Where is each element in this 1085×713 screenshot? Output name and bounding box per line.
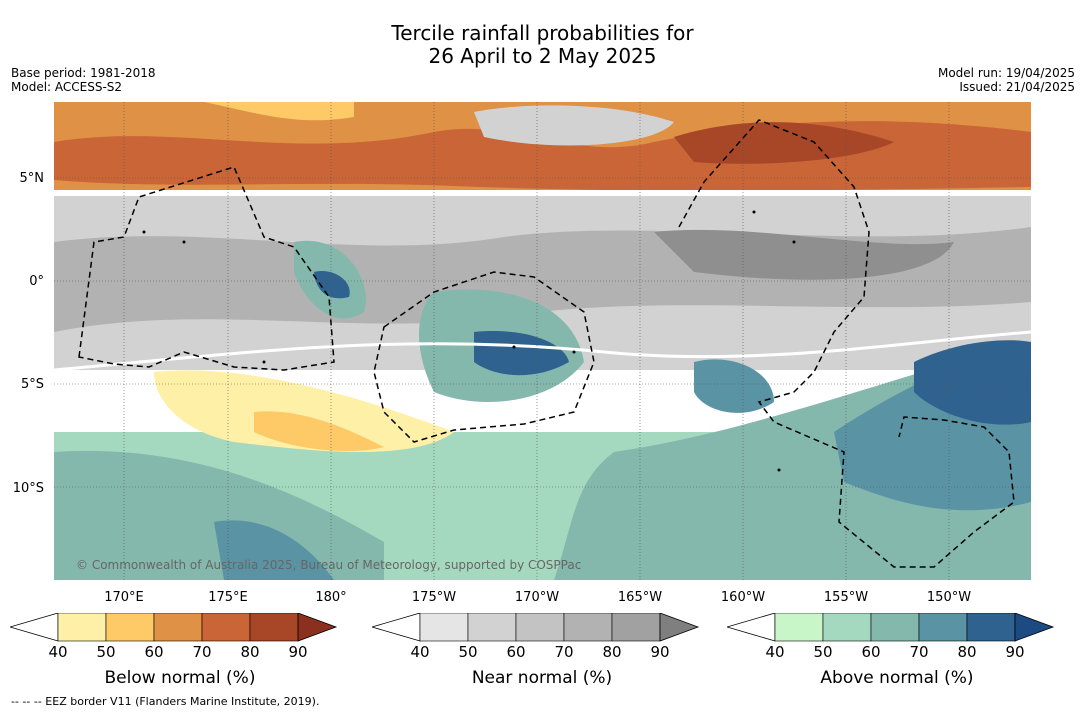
- lon-label-170e: 170°E: [104, 590, 144, 605]
- colorbar-above-label: Above normal (%): [820, 668, 974, 688]
- colorbar-segment: [105, 613, 155, 642]
- lon-label-160w: 160°W: [720, 590, 766, 605]
- model-name: Model: ACCESS-S2: [11, 80, 123, 94]
- colorbar-max-triangle: [1014, 613, 1055, 642]
- colorbar-tick-label: 90: [288, 643, 308, 661]
- central-wet-core-west: [314, 271, 350, 299]
- colorbar-tick-label: 70: [192, 643, 212, 661]
- meta-right: Model run: 19/04/2025 Issued: 21/04/2025: [938, 66, 1075, 94]
- colorbar-tick-label: 40: [48, 643, 68, 661]
- colorbar-above: [727, 613, 1055, 642]
- colorbar-max-triangle: [659, 613, 700, 642]
- lat-label-5s: 5°S: [20, 377, 44, 392]
- colorbar-tick-label: 90: [650, 643, 670, 661]
- colorbar-segment: [563, 613, 613, 642]
- north-dry-patch: [204, 102, 354, 121]
- south-east-wet-max: [914, 340, 1031, 425]
- colorbar-max-triangle: [297, 613, 338, 642]
- lon-label-150w: 150°W: [926, 590, 972, 605]
- colorbar-min-triangle: [727, 613, 776, 642]
- colorbar-tick-label: 40: [765, 643, 785, 661]
- colorbar-below-label: Below normal (%): [104, 668, 256, 688]
- east-wet-patch: [694, 359, 774, 413]
- colorbar-segment: [153, 613, 203, 642]
- colorbar-near: [372, 613, 700, 642]
- colorbar-tick-label: 60: [144, 643, 164, 661]
- colorbar-tick-label: 60: [506, 643, 526, 661]
- colorbar-tick-label: 50: [813, 643, 833, 661]
- colorbar-tick-label: 50: [96, 643, 116, 661]
- south-west-wet-core: [214, 520, 334, 580]
- south-dry-band: [154, 370, 454, 452]
- dry-near-boundary: [54, 190, 1031, 196]
- lat-label-10s: 10°S: [12, 481, 44, 496]
- lon-label-180: 180°: [315, 590, 347, 605]
- colorbar-segment: [870, 613, 920, 642]
- copyright-notice: © Commonwealth of Australia 2025, Bureau…: [76, 558, 582, 572]
- issued-date: Issued: 21/04/2025: [959, 80, 1075, 94]
- colorbar-segment: [419, 613, 469, 642]
- colorbar-segment: [774, 613, 824, 642]
- footer-note: -- -- -- EEZ border V11 (Flanders Marine…: [11, 695, 320, 708]
- lon-label-175e: 175°E: [208, 590, 248, 605]
- lon-label-165w: 165°W: [617, 590, 663, 605]
- colorbar-segment: [57, 613, 107, 642]
- colorbar-tick-label: 80: [240, 643, 260, 661]
- eez-borders: [78, 119, 1015, 568]
- islands: [142, 210, 796, 472]
- colorbar-tick-label: 90: [1005, 643, 1025, 661]
- model-run: Model run: 19/04/2025: [937, 66, 1075, 80]
- lat-label-0: 0°: [29, 274, 44, 289]
- colorbar-segment: [467, 613, 517, 642]
- map-svg: [54, 102, 1031, 580]
- colorbar-near-label: Near normal (%): [471, 668, 613, 688]
- near-normal-max: [654, 229, 954, 280]
- colorbar-min-triangle: [10, 613, 59, 642]
- colorbar-segment: [822, 613, 872, 642]
- lon-label-175w: 175°W: [411, 590, 457, 605]
- colorbar-segment: [515, 613, 565, 642]
- colorbar-below: [10, 613, 338, 642]
- colorbar-tick-label: 80: [602, 643, 622, 661]
- colorbar-segment: [966, 613, 1016, 642]
- colorbar-min-triangle: [372, 613, 421, 642]
- lat-label-5n: 5°N: [19, 171, 45, 186]
- north-dry-max: [674, 122, 894, 164]
- lon-label-170w: 170°W: [514, 590, 560, 605]
- colorbar-segment: [918, 613, 968, 642]
- meta-left: Base period: 1981-2018 Model: ACCESS-S2: [11, 66, 156, 94]
- colorbar-tick-label: 80: [957, 643, 977, 661]
- colorbar-tick-label: 70: [554, 643, 574, 661]
- probability-map: [54, 102, 1031, 580]
- central-wet-core: [474, 331, 569, 376]
- title-line-1: Tercile rainfall probabilities for: [391, 21, 694, 45]
- colorbar-segment: [249, 613, 299, 642]
- base-period: Base period: 1981-2018: [11, 66, 156, 80]
- map-title: Tercile rainfall probabilities for 26 Ap…: [0, 22, 1085, 68]
- south-dry-core: [254, 411, 384, 452]
- colorbar-tick-label: 40: [410, 643, 430, 661]
- lon-label-155w: 155°W: [823, 590, 869, 605]
- title-line-2: 26 April to 2 May 2025: [428, 44, 657, 68]
- colorbar-tick-label: 60: [861, 643, 881, 661]
- colorbar-segment: [611, 613, 661, 642]
- gridlines: [54, 102, 1031, 580]
- colorbar-tick-label: 70: [909, 643, 929, 661]
- north-near-patch: [474, 105, 674, 146]
- colorbar-tick-label: 50: [458, 643, 478, 661]
- colorbar-segment: [201, 613, 251, 642]
